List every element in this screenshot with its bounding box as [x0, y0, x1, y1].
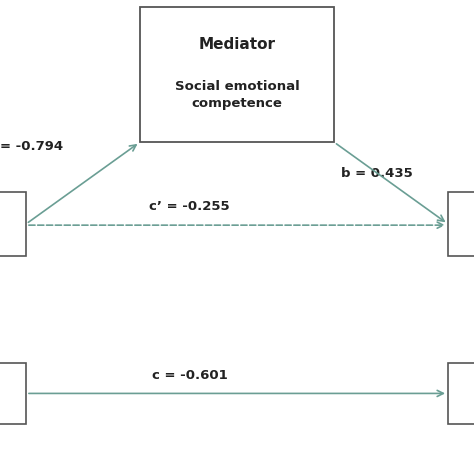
- Text: c = -0.601: c = -0.601: [152, 369, 228, 382]
- Text: b = 0.435: b = 0.435: [341, 166, 413, 180]
- Bar: [140, 7, 334, 142]
- Bar: [0, 363, 26, 424]
- Text: Mediator: Mediator: [199, 37, 275, 53]
- Text: = -0.794: = -0.794: [0, 140, 63, 154]
- Text: c’ = -0.255: c’ = -0.255: [149, 201, 230, 213]
- Bar: [448, 192, 474, 256]
- Bar: [0, 192, 26, 256]
- Bar: [448, 363, 474, 424]
- Text: Social emotional
competence: Social emotional competence: [174, 80, 300, 110]
